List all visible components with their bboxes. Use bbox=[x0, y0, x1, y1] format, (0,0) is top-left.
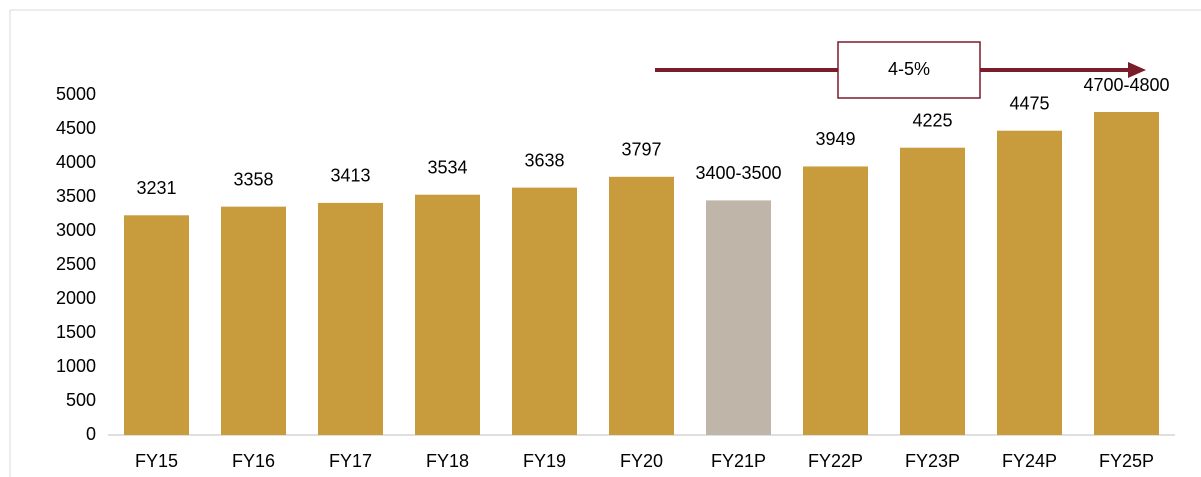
y-tick-label: 1000 bbox=[56, 356, 96, 376]
annotation: 4-5% bbox=[888, 59, 930, 79]
bar bbox=[318, 202, 383, 435]
x-tick-label: FY22P bbox=[808, 451, 863, 471]
value-label: 3797 bbox=[621, 140, 661, 160]
x-tick-label: FY23P bbox=[905, 451, 960, 471]
value-label: 3949 bbox=[815, 129, 855, 149]
arrow-head bbox=[1128, 62, 1146, 78]
x-tick-label: FY24P bbox=[1002, 451, 1057, 471]
x-tick-label: FY16 bbox=[232, 451, 275, 471]
bar bbox=[415, 194, 480, 435]
bar bbox=[221, 206, 286, 435]
bar bbox=[609, 176, 674, 435]
x-tick-label: FY19 bbox=[523, 451, 566, 471]
value-label: 4475 bbox=[1009, 93, 1049, 113]
value-label: 3534 bbox=[427, 157, 467, 177]
y-tick-label: 1500 bbox=[56, 322, 96, 342]
x-tick-label: FY17 bbox=[329, 451, 372, 471]
y-tick-label: 4500 bbox=[56, 118, 96, 138]
value-label: 4225 bbox=[912, 110, 952, 130]
value-label: 4700-4800 bbox=[1083, 75, 1169, 95]
y-tick-label: 5000 bbox=[56, 84, 96, 104]
bar bbox=[997, 130, 1062, 435]
bar bbox=[124, 215, 189, 435]
value-label: 3413 bbox=[330, 166, 370, 186]
y-tick-label: 500 bbox=[66, 390, 96, 410]
value-label: 3231 bbox=[136, 178, 176, 198]
value-label: 3638 bbox=[524, 150, 564, 170]
y-tick-label: 3500 bbox=[56, 186, 96, 206]
x-tick-label: FY18 bbox=[426, 451, 469, 471]
annotation-box bbox=[837, 41, 981, 99]
y-tick-label: 2500 bbox=[56, 254, 96, 274]
value-label: 3358 bbox=[233, 169, 273, 189]
value-label: 3400-3500 bbox=[695, 163, 781, 183]
bar bbox=[803, 166, 868, 435]
bar bbox=[900, 147, 965, 435]
y-tick-label: 4000 bbox=[56, 152, 96, 172]
bar bbox=[1094, 112, 1159, 435]
bar bbox=[512, 187, 577, 435]
x-tick-label: FY15 bbox=[135, 451, 178, 471]
x-tick-label: FY21P bbox=[711, 451, 766, 471]
y-tick-label: 2000 bbox=[56, 288, 96, 308]
y-tick-label: 0 bbox=[86, 424, 96, 444]
x-tick-label: FY20 bbox=[620, 451, 663, 471]
x-tick-label: FY25P bbox=[1099, 451, 1154, 471]
bar bbox=[706, 200, 771, 435]
y-tick-label: 3000 bbox=[56, 220, 96, 240]
